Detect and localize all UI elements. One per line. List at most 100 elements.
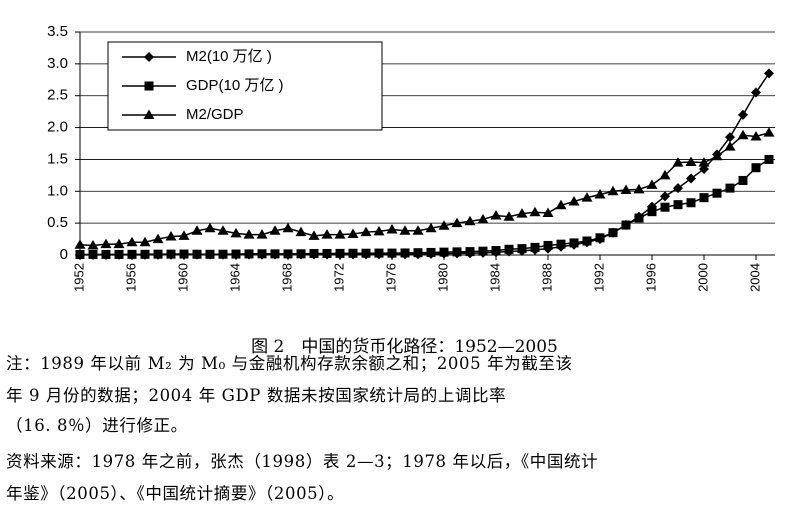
marker	[139, 236, 151, 247]
marker	[191, 225, 203, 235]
marker	[503, 211, 515, 221]
marker	[412, 225, 424, 235]
marker	[256, 229, 268, 239]
marker	[144, 81, 154, 91]
chart: 0 0.5 1.0 1.5 2.0 2.5 3.0 3.5 1952 1956 1960 1964 19…	[47, 23, 775, 292]
marker	[725, 132, 735, 143]
y-tick-label: 2.0	[47, 119, 68, 136]
marker	[659, 169, 671, 180]
note-line: 注：1989 年以前 M₂ 为 M₀ 与金融机构存款余额之和；2005 年为截至…	[6, 354, 573, 373]
marker	[517, 244, 527, 254]
marker	[764, 154, 774, 164]
marker	[581, 192, 593, 202]
x-tick-label: 1968	[279, 263, 294, 292]
marker	[439, 247, 449, 257]
marker	[751, 163, 761, 173]
marker	[452, 247, 462, 257]
marker	[270, 249, 280, 259]
marker	[556, 239, 566, 249]
marker	[477, 213, 489, 224]
marker	[308, 230, 320, 240]
marker	[101, 249, 111, 259]
marker	[646, 179, 658, 189]
marker	[634, 213, 644, 223]
marker	[269, 225, 281, 235]
marker	[257, 249, 267, 259]
marker	[144, 52, 154, 62]
marker	[763, 127, 775, 137]
marker	[621, 220, 631, 230]
marker	[192, 249, 202, 259]
marker	[464, 215, 476, 226]
marker	[230, 227, 242, 238]
marker	[542, 207, 554, 217]
marker	[217, 225, 229, 235]
marker	[529, 206, 541, 217]
marker	[178, 230, 190, 240]
note-line: 年鉴》（2005）、《中国统计摘要》（2005）。	[6, 484, 345, 503]
marker	[127, 249, 137, 259]
y-tick-label: 1.0	[47, 182, 68, 199]
marker	[231, 249, 241, 259]
marker	[426, 247, 436, 257]
marker	[595, 233, 605, 243]
caption: 图 2 中国的货币化路径：1952—2005	[251, 337, 558, 357]
marker	[582, 236, 592, 246]
marker	[309, 249, 319, 259]
marker	[179, 249, 189, 259]
y-tick-label: 1.5	[47, 150, 68, 167]
marker	[126, 236, 138, 247]
y-tick-label: 0.5	[47, 214, 68, 231]
marker	[295, 226, 307, 237]
marker	[660, 191, 670, 202]
marker	[347, 228, 359, 238]
x-tick-label: 2000	[695, 263, 710, 292]
marker	[348, 248, 358, 258]
marker	[74, 239, 86, 249]
x-tick-label: 1960	[175, 263, 190, 292]
legend-label: M2/GDP	[186, 106, 244, 123]
marker	[516, 208, 528, 218]
marker	[750, 130, 762, 141]
y-tick-label: 3.0	[47, 55, 68, 72]
marker	[660, 202, 670, 212]
marker	[360, 226, 372, 237]
marker	[166, 249, 176, 259]
marker	[607, 185, 619, 196]
marker	[555, 199, 567, 210]
y-tick-label: 2.5	[47, 87, 68, 104]
x-tick-label: 1976	[383, 263, 398, 292]
marker	[321, 229, 333, 239]
note-line: （16. 8％）进行修正。	[6, 416, 188, 435]
marker	[413, 248, 423, 258]
x-tick-label: 1972	[331, 263, 346, 292]
series-line	[79, 131, 770, 247]
marker	[165, 231, 177, 241]
marker	[283, 249, 293, 259]
marker	[764, 68, 774, 79]
marker	[478, 246, 488, 256]
marker	[712, 188, 722, 198]
marker	[140, 249, 150, 259]
marker	[204, 222, 216, 233]
marker	[465, 247, 475, 257]
marker	[698, 157, 710, 167]
marker	[322, 248, 332, 258]
marker	[218, 249, 228, 259]
marker	[491, 246, 501, 256]
marker	[686, 173, 696, 184]
marker	[686, 198, 696, 208]
marker	[399, 225, 411, 235]
marker	[530, 242, 540, 252]
marker	[451, 217, 463, 228]
marker	[711, 150, 723, 161]
marker	[699, 193, 709, 203]
note-line: 资料来源：1978 年之前，张杰（1998）表 2—3；1978 年以后，《中国…	[6, 452, 599, 471]
marker	[633, 183, 645, 194]
marker	[361, 248, 371, 258]
marker	[751, 87, 761, 98]
marker	[594, 188, 606, 199]
marker	[569, 238, 579, 248]
y-tick-label: 3.5	[47, 23, 68, 40]
